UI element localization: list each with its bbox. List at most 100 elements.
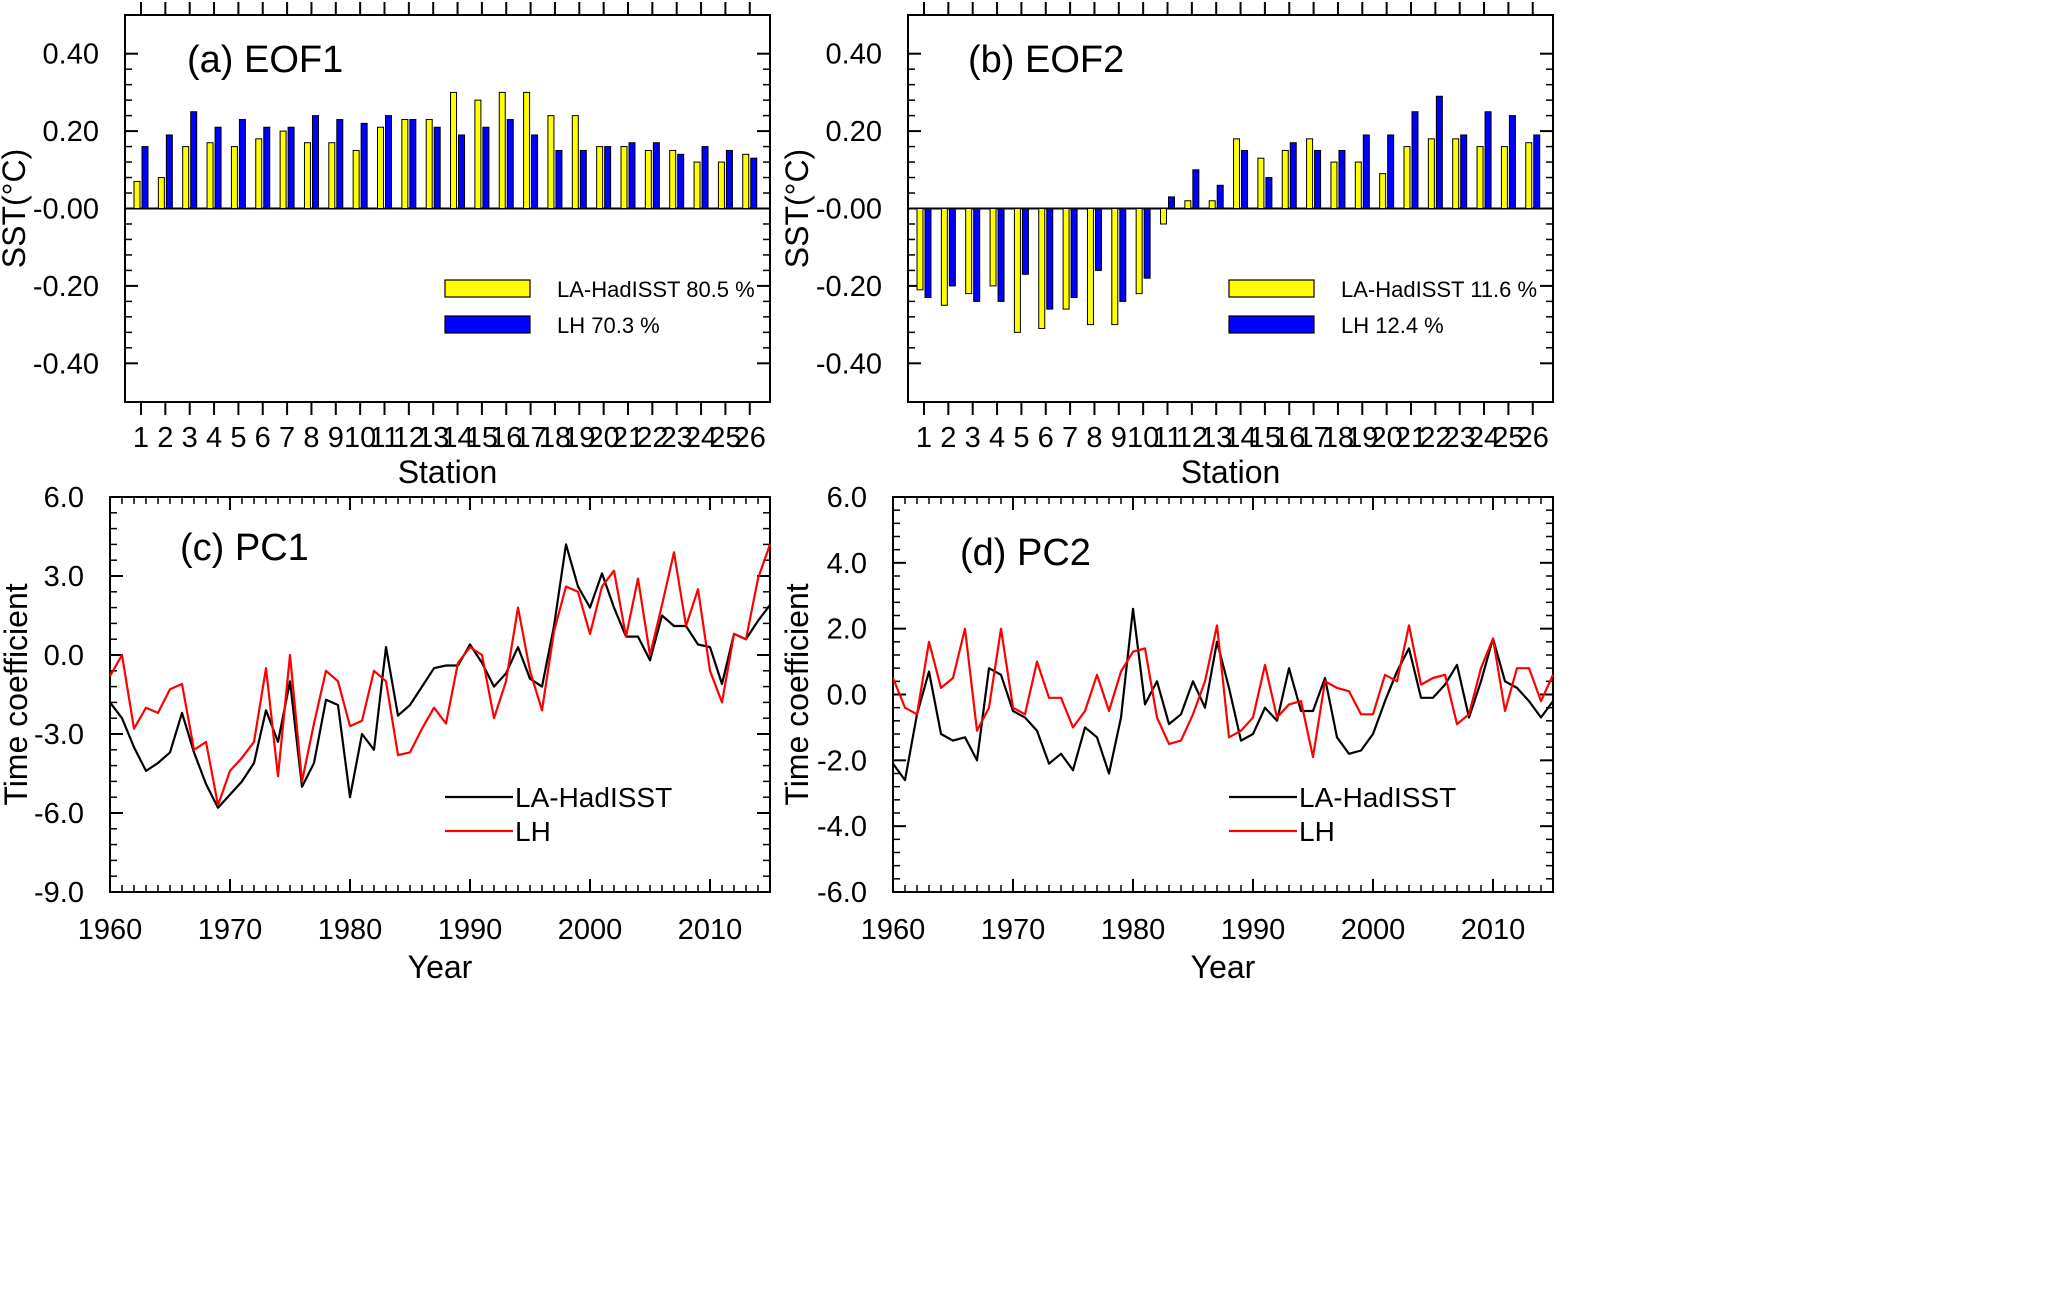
eof1-bar-lh-16: [506, 118, 514, 209]
eof1-bar-la-hadisst-23: [669, 149, 677, 209]
eof1-xtick-label: 22: [636, 422, 668, 454]
eof1-xtick-label: 24: [685, 422, 717, 454]
eof2-bar-la-hadisst-4: [989, 208, 997, 287]
pc1-xtick-label: 1960: [78, 914, 143, 946]
eof2-bar-la-hadisst-21: [1403, 146, 1411, 209]
eof2-bar-la-hadisst-9: [1111, 208, 1119, 326]
eof2-bar-lh-1: [924, 208, 932, 299]
pc1-line-lh: [109, 544, 772, 807]
eof2-bar-lh-21: [1411, 111, 1419, 209]
pc2-ytick-label: -2.0: [817, 745, 867, 777]
eof1-bar-la-hadisst-25: [717, 161, 725, 209]
eof2-bar-lh-9: [1119, 208, 1127, 302]
pc2-xlabel: Year: [1191, 949, 1256, 985]
pc1-xtick-label: 1980: [318, 914, 383, 946]
pc2-xtick-label: 1990: [1221, 914, 1286, 946]
eof1-xtick-label: 2: [157, 422, 173, 454]
pc1-ytick-label: -9.0: [34, 877, 84, 909]
pc2-ylabel: Time coefficient: [779, 583, 815, 805]
eof2-bar-la-hadisst-14: [1233, 138, 1241, 209]
eof1-ytick-label: -0.40: [33, 348, 99, 380]
panel-pc2: 6.0 4.0 2.0 0.0 -2.0 -4.0 -6.0 (d) PC2 Time coef…: [779, 482, 1555, 985]
pc2-xtick-label: 1960: [861, 914, 926, 946]
eof1-ytick-label: 0.40: [43, 39, 99, 71]
eof2-xtick-label: 10: [1127, 422, 1159, 454]
eof1-ytick-label: -0.20: [33, 271, 99, 303]
eof2-xtick-label: 11: [1152, 422, 1182, 454]
eof2-xtick-label: 13: [1200, 422, 1232, 454]
eof2-bar-la-hadisst-18: [1330, 161, 1338, 209]
eof2-legend-swatch-la-hadisst: [1228, 279, 1315, 298]
eof1-bar-lh-26: [750, 157, 758, 210]
eof2-bar-la-hadisst-8: [1086, 208, 1094, 326]
eof1-bar-lh-4: [214, 126, 222, 209]
eof2-bar-la-hadisst-1: [916, 208, 924, 291]
eof1-legend-label-la-hadisst: LA-HadISST 80.5 %: [557, 277, 755, 302]
eof1-xtick-label: 4: [206, 422, 222, 454]
eof1-xtick-label: 8: [303, 422, 319, 454]
eof1-legend-label-lh: LH 70.3 %: [557, 313, 660, 338]
eof2-bar-lh-12: [1192, 169, 1200, 210]
eof1-bar-la-hadisst-20: [596, 146, 604, 209]
eof2-ytick-label: -0.00: [816, 194, 882, 226]
pc2-ytick-label: 2.0: [827, 614, 867, 646]
eof1-xtick-label: 11: [369, 422, 399, 454]
pc1-xlabel: Year: [408, 949, 473, 985]
eof1-xtick-label: 23: [661, 422, 693, 454]
eof1-bar-la-hadisst-15: [474, 99, 482, 209]
eof2-bar-la-hadisst-22: [1427, 138, 1435, 209]
eof2-bar-la-hadisst-20: [1379, 173, 1387, 209]
pc2-ytick-label: 4.0: [827, 548, 867, 580]
eof2-ytick-label: -0.20: [816, 271, 882, 303]
eof2-bar-lh-4: [997, 208, 1005, 302]
eof1-xtick-label: 12: [393, 422, 425, 454]
pc1-xtick-label: 2010: [678, 914, 743, 946]
eof2-legend-label-la-hadisst: LA-HadISST 11.6 %: [1341, 277, 1537, 302]
eof1-bar-lh-23: [677, 153, 685, 210]
eof1-bar-la-hadisst-11: [377, 126, 384, 209]
eof1-title: (a) EOF1: [187, 39, 343, 81]
eof2-xtick-label: 22: [1419, 422, 1451, 454]
eof1-bar-lh-22: [652, 142, 660, 210]
eof2-bar-la-hadisst-23: [1452, 138, 1460, 209]
eof2-xtick-label: 24: [1468, 422, 1500, 454]
eof1-bar-la-hadisst-21: [620, 146, 628, 209]
eof2-xtick-label: 2: [940, 422, 956, 454]
eof1-xtick-label: 14: [441, 422, 473, 454]
eof2-bar-lh-6: [1046, 208, 1054, 310]
eof1-bar-lh-20: [604, 146, 612, 209]
eof1-bar-la-hadisst-18: [547, 115, 555, 209]
eof2-bar-lh-26: [1533, 134, 1541, 209]
eof2-xtick-label: 26: [1517, 422, 1549, 454]
eof1-xtick-label: 6: [255, 422, 271, 454]
eof2-bar-lh-19: [1362, 134, 1370, 209]
eof1-bar-la-hadisst-9: [328, 142, 336, 210]
pc1-ylabel: Time coefficient: [0, 583, 34, 805]
pc2-ytick-label: 0.0: [827, 680, 867, 712]
eof1-ytick-label: -0.00: [33, 194, 99, 226]
eof1-bar-la-hadisst-19: [571, 115, 579, 209]
eof1-bar-la-hadisst-1: [133, 180, 141, 210]
eof2-title: (b) EOF2: [968, 39, 1124, 81]
eof1-bar-lh-2: [165, 134, 173, 209]
eof1-xtick-label: 20: [588, 422, 620, 454]
eof2-bar-la-hadisst-17: [1306, 138, 1314, 209]
eof2-bar-la-hadisst-12: [1184, 200, 1192, 209]
eof1-xtick-label: 9: [328, 422, 344, 454]
panel-pc1: 6.0 3.0 0.0 -3.0 -6.0 -9.0 (c) PC1 Time coeffic…: [0, 482, 772, 985]
pc1-ytick-label: 3.0: [44, 561, 84, 593]
eof2-xtick-label: 8: [1086, 422, 1102, 454]
pc1-legend-label-la-hadisst: LA-HadISST: [515, 782, 672, 813]
eof1-bar-la-hadisst-7: [279, 130, 287, 210]
pc1-ytick-label: 0.0: [44, 640, 84, 672]
eof2-bar-lh-7: [1070, 208, 1078, 299]
eof1-bar-la-hadisst-26: [742, 153, 750, 210]
pc2-title: (d) PC2: [960, 532, 1091, 574]
eof2-bar-lh-20: [1387, 134, 1395, 209]
eof2-bar-lh-5: [1021, 208, 1029, 275]
pc2-xtick-label: 2010: [1461, 914, 1526, 946]
eof1-bar-lh-6: [263, 126, 271, 209]
pc1-xtick-label: 1990: [438, 914, 503, 946]
